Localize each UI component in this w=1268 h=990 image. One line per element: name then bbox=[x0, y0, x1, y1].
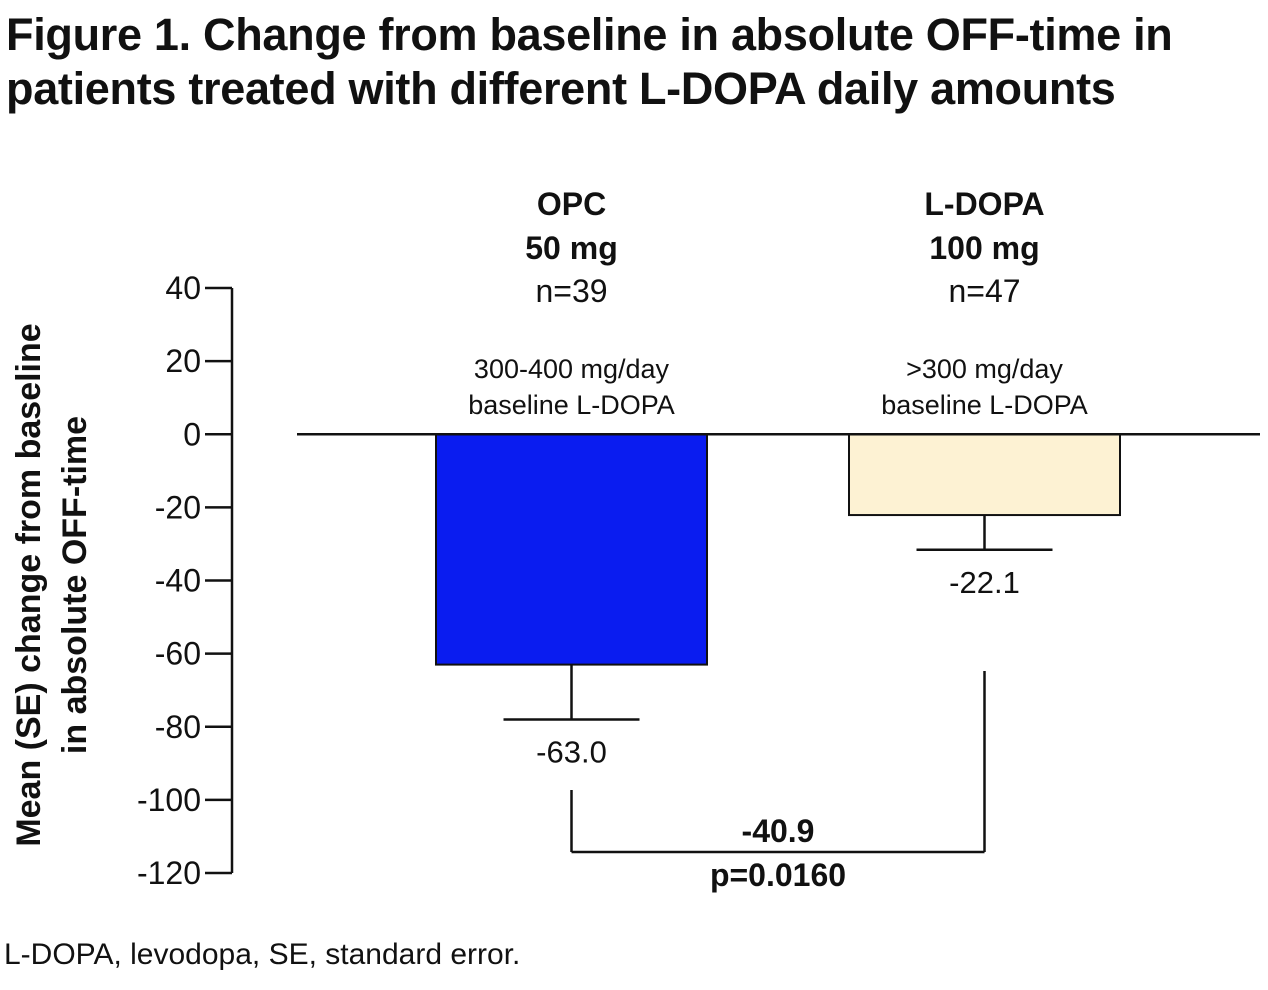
bar-value-label: -22.1 bbox=[949, 565, 1020, 600]
y-axis-title: Mean (SE) change from baseline in absolut… bbox=[10, 323, 94, 846]
baseline-dose-label: baseline L-DOPA bbox=[468, 390, 675, 420]
y-tick-label: 40 bbox=[165, 270, 201, 306]
group-n: n=47 bbox=[948, 273, 1020, 309]
baseline-dose-label: baseline L-DOPA bbox=[881, 390, 1088, 420]
bar-chart: 40 20 0 -20 -40 -60 -80 -100 -120 Mean (SE) chang… bbox=[10, 186, 1260, 893]
baseline-dose-label: 300-400 mg/day bbox=[474, 354, 670, 384]
difference-label: -40.9 bbox=[742, 813, 815, 849]
group-name: L-DOPA bbox=[924, 186, 1044, 222]
y-axis-title-line1: Mean (SE) change from baseline bbox=[10, 323, 48, 846]
y-tick-label: -120 bbox=[137, 855, 201, 891]
y-tick-label: 0 bbox=[183, 416, 201, 452]
footnote: L-DOPA, levodopa, SE, standard error. bbox=[4, 938, 521, 971]
y-tick-label: -80 bbox=[155, 709, 201, 745]
y-tick-label: -20 bbox=[155, 489, 201, 525]
y-tick-label: 20 bbox=[165, 343, 201, 379]
figure-title: Figure 1. Change from baseline in absolu… bbox=[6, 9, 1173, 114]
y-tick-label: -60 bbox=[155, 636, 201, 672]
group-dose: 50 mg bbox=[525, 230, 617, 266]
y-tick-label: -100 bbox=[137, 782, 201, 818]
y-axis-title-line2: in absolute OFF-time bbox=[56, 416, 94, 754]
group-n: n=39 bbox=[535, 273, 607, 309]
bar-1 bbox=[435, 433, 708, 666]
y-tick-label: -40 bbox=[155, 563, 201, 599]
group-dose: 100 mg bbox=[929, 230, 1039, 266]
bar-value-label: -63.0 bbox=[536, 734, 607, 769]
p-value-label: p=0.0160 bbox=[710, 857, 846, 893]
group-name: OPC bbox=[537, 186, 606, 222]
bar-2 bbox=[848, 433, 1121, 517]
baseline-dose-label: >300 mg/day bbox=[906, 354, 1063, 384]
